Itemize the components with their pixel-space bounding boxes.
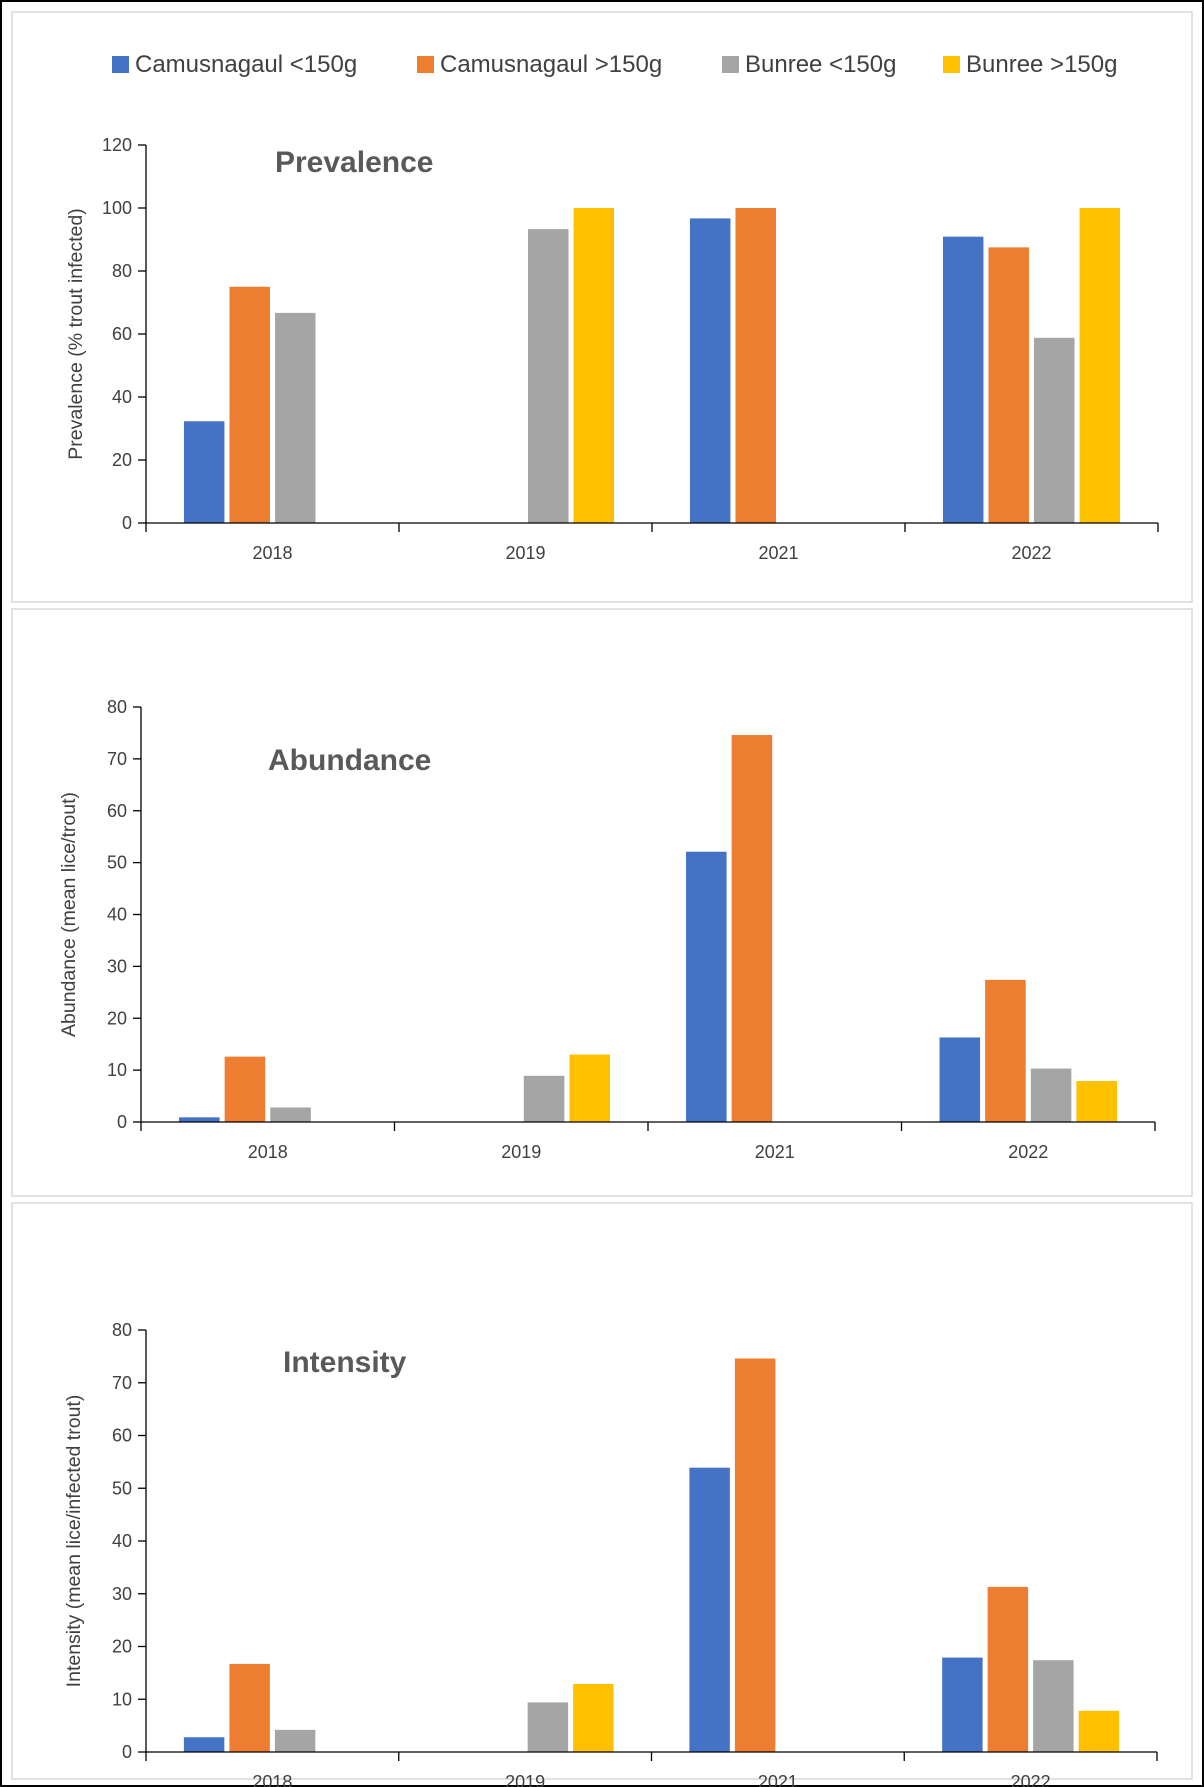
- prevalence-bar-camusnagaul-150g-2022: [942, 236, 984, 524]
- intensity-bar-bunree-150g-2022: [1078, 1710, 1120, 1752]
- prevalence-y-tick-label: 20: [112, 450, 132, 470]
- intensity-y-tick-label: 80: [112, 1320, 132, 1340]
- prevalence-y-tick-label: 60: [112, 324, 132, 344]
- intensity-bar-camusnagaul-150g-2018: [183, 1737, 225, 1752]
- intensity-x-tick-label: 2021: [758, 1772, 798, 1787]
- prevalence-y-axis-label: Prevalence (% trout infected): [65, 208, 87, 459]
- intensity-y-axis-label: Intensity (mean lice/infected trout): [63, 1395, 85, 1688]
- prevalence-bar-bunree-150g-2018: [275, 312, 316, 523]
- prevalence-chart-title: Prevalence: [275, 146, 433, 179]
- chart-panel-intensity: 0 10 20 30 40 50 60 70 80 2018 2019 2021 2022 Intensi…: [63, 1320, 1158, 1787]
- prevalence-bar-bunree-150g-2022: [1079, 208, 1121, 523]
- legend-label-camusnagaul-large: Camusnagaul >150g: [440, 51, 662, 78]
- abundance-chart-title: Abundance: [268, 744, 431, 777]
- abundance-y-tick-label: 10: [107, 1060, 127, 1080]
- prevalence-bar-camusnagaul-150g-2021: [689, 218, 731, 523]
- panel-frame-abundance: [11, 608, 1193, 1197]
- abundance-y-tick-label: 0: [117, 1112, 127, 1132]
- abundance-y-tick-label: 30: [107, 956, 127, 976]
- prevalence-bar-bunree-150g-2022: [1034, 337, 1075, 523]
- abundance-bar-bunree-150g-2019: [523, 1075, 565, 1122]
- legend-swatch-bunree-small: [722, 56, 739, 73]
- prevalence-y-tick-label: 0: [122, 513, 132, 533]
- intensity-x-tick-label: 2019: [505, 1772, 545, 1787]
- chart-panel-abundance: 0 10 20 30 40 50 60 70 80 2018 2019 2021 2022 Abundan…: [58, 697, 1156, 1162]
- panel-frame-prevalence: [11, 11, 1193, 603]
- abundance-bar-bunree-150g-2019: [569, 1054, 610, 1122]
- abundance-y-tick-label: 70: [107, 749, 127, 769]
- abundance-bar-bunree-150g-2018: [270, 1107, 311, 1122]
- abundance-y-axis-label: Abundance (mean lice/trout): [58, 792, 80, 1037]
- prevalence-bar-camusnagaul-150g-2022: [988, 247, 1029, 523]
- legend-swatch-camusnagaul-large: [417, 56, 434, 73]
- prevalence-bar-camusnagaul-150g-2018: [183, 421, 225, 523]
- intensity-y-tick-label: 0: [122, 1742, 132, 1762]
- legend-label-bunree-small: Bunree <150g: [745, 51, 896, 78]
- legend-swatch-bunree-large: [943, 56, 960, 73]
- abundance-y-tick-label: 20: [107, 1008, 127, 1028]
- abundance-bar-camusnagaul-150g-2018: [179, 1117, 220, 1122]
- intensity-bar-camusnagaul-150g-2022: [987, 1586, 1029, 1752]
- prevalence-bar-bunree-150g-2019: [573, 208, 615, 523]
- abundance-x-tick-label: 2018: [248, 1142, 288, 1162]
- abundance-x-tick-label: 2022: [1008, 1142, 1048, 1162]
- intensity-bar-bunree-150g-2022: [1033, 1660, 1074, 1752]
- intensity-y-tick-label: 40: [112, 1531, 132, 1551]
- prevalence-y-tick-label: 100: [102, 198, 132, 218]
- abundance-bar-bunree-150g-2022: [1030, 1068, 1072, 1122]
- intensity-bar-bunree-150g-2018: [274, 1729, 316, 1752]
- intensity-bar-camusnagaul-150g-2022: [942, 1657, 983, 1752]
- intensity-x-tick-label: 2022: [1011, 1772, 1051, 1787]
- legend-label-camusnagaul-small: Camusnagaul <150g: [135, 51, 357, 78]
- intensity-chart-title: Intensity: [283, 1346, 407, 1379]
- legend-label-bunree-large: Bunree >150g: [966, 51, 1117, 78]
- abundance-y-tick-label: 50: [107, 853, 127, 873]
- prevalence-y-tick-label: 120: [102, 135, 132, 155]
- legend: Camusnagaul <150g Camusnagaul >150g Bunr…: [112, 51, 1117, 78]
- chart-panel-prevalence: 0 20 40 60 80 100 120 2018 2019 2021 2022 Prevalenc…: [65, 135, 1159, 563]
- abundance-bar-camusnagaul-150g-2022: [939, 1037, 981, 1122]
- prevalence-bar-camusnagaul-150g-2018: [229, 286, 270, 523]
- abundance-x-tick-label: 2021: [755, 1142, 795, 1162]
- abundance-bar-bunree-150g-2022: [1076, 1081, 1117, 1122]
- intensity-y-tick-label: 70: [112, 1373, 132, 1393]
- abundance-bar-camusnagaul-150g-2021: [686, 851, 727, 1122]
- intensity-bar-camusnagaul-150g-2021: [689, 1467, 730, 1752]
- prevalence-x-tick-label: 2022: [1011, 543, 1051, 563]
- abundance-bar-camusnagaul-150g-2018: [224, 1056, 266, 1122]
- panel-frame-intensity: [11, 1202, 1193, 1780]
- prevalence-x-tick-label: 2018: [252, 543, 292, 563]
- prevalence-x-tick-label: 2021: [758, 543, 798, 563]
- intensity-y-tick-label: 60: [112, 1426, 132, 1446]
- abundance-y-tick-label: 40: [107, 905, 127, 925]
- abundance-y-tick-label: 80: [107, 697, 127, 717]
- legend-swatch-camusnagaul-small: [112, 56, 129, 73]
- intensity-bar-bunree-150g-2019: [527, 1702, 569, 1752]
- intensity-y-tick-label: 50: [112, 1478, 132, 1498]
- intensity-y-tick-label: 30: [112, 1584, 132, 1604]
- prevalence-x-tick-label: 2019: [505, 543, 545, 563]
- prevalence-y-tick-label: 40: [112, 387, 132, 407]
- abundance-y-tick-label: 60: [107, 801, 127, 821]
- intensity-y-tick-label: 20: [112, 1637, 132, 1657]
- abundance-x-tick-label: 2019: [501, 1142, 541, 1162]
- intensity-bar-camusnagaul-150g-2018: [229, 1663, 270, 1752]
- intensity-bar-bunree-150g-2019: [573, 1683, 614, 1752]
- prevalence-bar-camusnagaul-150g-2021: [735, 208, 776, 523]
- abundance-bar-camusnagaul-150g-2022: [985, 979, 1026, 1122]
- intensity-bar-camusnagaul-150g-2021: [734, 1358, 776, 1752]
- prevalence-bar-bunree-150g-2019: [528, 229, 569, 524]
- intensity-y-tick-label: 10: [112, 1689, 132, 1709]
- prevalence-y-tick-label: 80: [112, 261, 132, 281]
- abundance-bar-camusnagaul-150g-2021: [731, 735, 773, 1122]
- intensity-x-tick-label: 2018: [252, 1772, 292, 1787]
